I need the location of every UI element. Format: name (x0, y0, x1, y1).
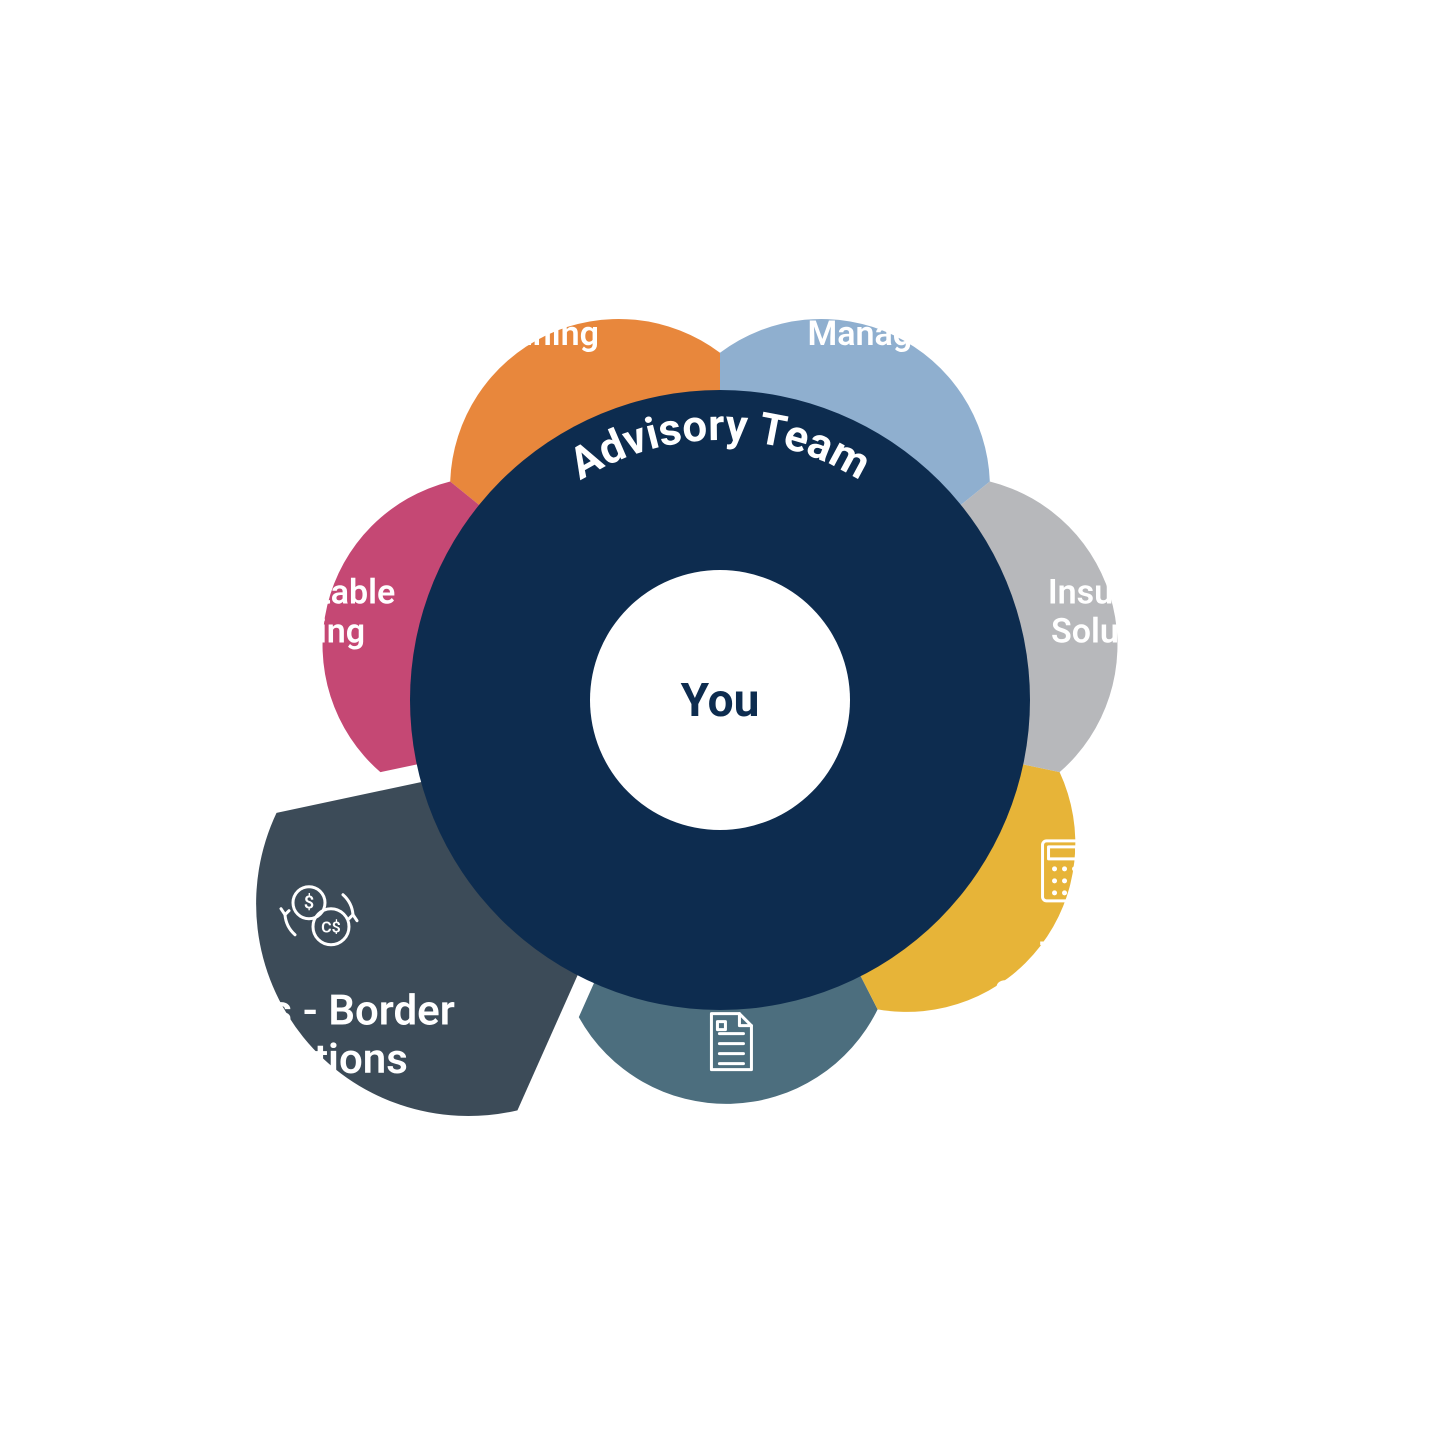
services-wheel-diagram: InvestmentManagementFinancialPlanningCha… (0, 0, 1440, 1439)
segment-label-financial: FinancialPlanning (463, 275, 600, 354)
umbrella-person-icon (1111, 479, 1179, 547)
handshake-people-icon (498, 176, 566, 233)
heart-hands-icon (257, 509, 333, 544)
svg-text:$: $ (304, 893, 314, 914)
you-label: You (681, 674, 760, 728)
chart-growth-icon (874, 177, 946, 231)
svg-text:C$: C$ (321, 918, 341, 937)
segment-label-insurance: InsuranceSolutions (1048, 572, 1198, 651)
segment-label-investment: InvestmentManagement (807, 275, 1008, 354)
segment-label-estate: Estate & TrustServices (624, 1106, 838, 1185)
